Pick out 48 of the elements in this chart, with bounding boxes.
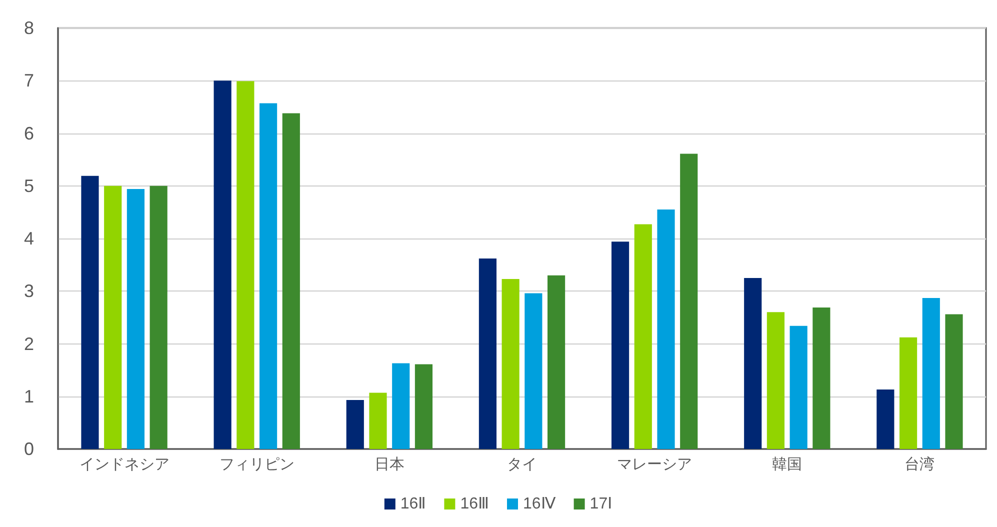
y-tick-label: 6 — [24, 123, 34, 144]
bar — [236, 81, 254, 449]
x-tick-label: マレーシア — [617, 456, 692, 473]
y-tick-label: 5 — [24, 176, 34, 196]
bar — [259, 103, 278, 449]
x-tick-label: 韓国 — [772, 456, 802, 473]
bar — [611, 242, 630, 449]
bar — [214, 80, 232, 449]
x-tick-label: 日本 — [374, 456, 404, 473]
bar — [657, 210, 675, 449]
bar — [945, 314, 963, 449]
bar — [369, 392, 387, 449]
y-tick-label: 8 — [24, 18, 34, 38]
bar — [346, 400, 364, 449]
legend-label: 16Ⅲ — [460, 496, 489, 512]
bar — [548, 275, 566, 449]
x-tick-label: フィリピン — [219, 456, 294, 473]
y-tick-label: 3 — [24, 281, 34, 302]
bar — [634, 224, 652, 449]
legend-label: 16Ⅳ — [523, 496, 556, 512]
x-tick-label: インドネシア — [79, 456, 170, 473]
y-tick-label: 0 — [24, 439, 34, 459]
bar — [812, 307, 830, 449]
bar — [81, 176, 99, 449]
bar — [126, 189, 145, 449]
bar — [524, 293, 542, 449]
y-tick-label: 7 — [24, 70, 34, 91]
bar — [922, 298, 940, 449]
y-tick-label: 1 — [24, 386, 34, 406]
bar — [744, 278, 762, 449]
bar — [282, 113, 300, 449]
y-tick-label: 2 — [24, 334, 34, 354]
x-tick-label: 台湾 — [904, 456, 935, 473]
bar — [414, 364, 433, 449]
bar — [392, 363, 410, 449]
bar — [104, 186, 122, 449]
y-tick-label: 4 — [24, 228, 34, 248]
bar — [478, 258, 496, 449]
x-tick-label: タイ — [507, 456, 537, 473]
bar — [680, 154, 698, 449]
bar — [790, 326, 808, 449]
bar — [150, 186, 168, 449]
bar — [502, 279, 520, 449]
bar — [876, 390, 894, 449]
legend-label: 17Ⅰ — [590, 496, 613, 512]
bar — [766, 312, 785, 449]
legend-label: 16Ⅱ — [400, 496, 426, 512]
bar — [899, 337, 918, 449]
